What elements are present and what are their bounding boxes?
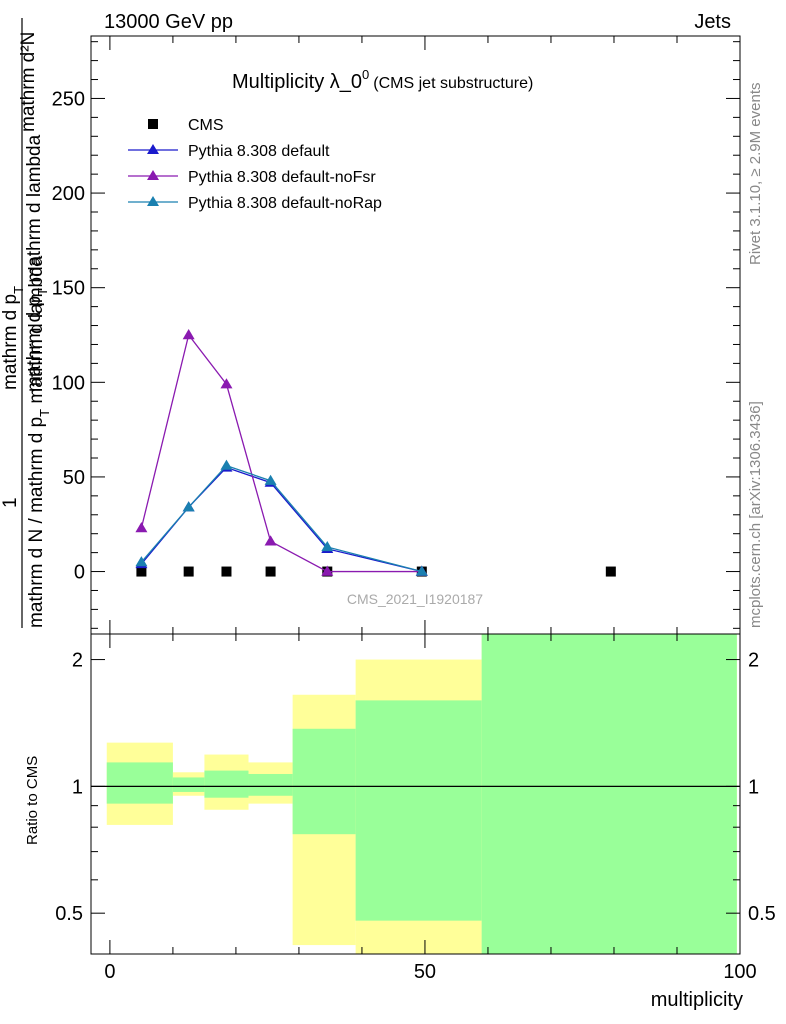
ratio-y-tick-label-right: 0.5 [748,903,776,925]
main-y-tick-label: 200 [52,183,85,205]
ratio-plot-frame [90,633,741,955]
series-2-point [220,378,233,389]
main-series-layer [135,329,616,577]
cms-data-point [221,566,232,577]
main-title-sup: 0 [362,67,369,82]
mcplots-label: mcplots.cern.ch [arXiv:1306.3436] [747,401,764,628]
x-axis-label: multiplicity [651,989,743,1011]
legend-label: Pythia 8.308 default-noFsr [188,169,376,186]
ratio-y-tick-label: 1 [72,776,83,798]
ratio-y-axis-label: Ratio to CMS [24,756,41,845]
ratio-y-tick-label: 0.5 [55,903,83,925]
main-y-tick-label: 0 [74,562,85,584]
process-label: Jets [694,11,731,33]
legend-triangle-marker [147,196,159,206]
series-3-point [220,459,233,470]
series-3-point [182,501,195,512]
main-y-axis-label: mathrm d²N mathrm d pT mathrm d lambda m… [0,32,50,392]
rivet-label: Rivet 3.1.10, ≥ 2.9M events [747,83,764,266]
ylabel-one: 1 [0,497,21,508]
ylabel-frac-den: mathrm d N / mathrm d pT mathrm d lambda [26,255,52,628]
series-2-point [182,329,195,340]
ratio-plot-panel: 0.5 0.5 1 1 2 2 0 50 100 Ratio to CMS multiplic… [24,633,776,1011]
cms-data-point [136,566,147,577]
legend-label: Pythia 8.308 default [188,143,330,160]
ylabel-numerator: mathrm d²N [18,32,39,132]
legend: CMS Pythia 8.308 default Pythia 8.308 defa… [128,117,382,212]
ratio-inner-band [106,762,173,804]
ratio-x-ticks: 0 50 100 [104,634,757,983]
ratio-inner-band [481,634,737,954]
ratio-y-ticks: 0.5 0.5 1 1 2 2 [55,650,776,955]
series-3-point [135,556,148,567]
main-title: Multiplicity λ_00 (CMS jet substructure) [232,67,533,93]
cms-data-point [605,566,616,577]
ratio-y-tick-label-right: 2 [748,650,759,672]
series-2-point [264,535,277,546]
main-y-ticks: 0 50 100 150 200 250 [52,36,741,634]
cms-data-point [183,566,194,577]
legend-label: Pythia 8.308 default-noRap [188,195,382,212]
ratio-x-tick-label: 0 [104,961,115,983]
ratio-inner-band [292,728,356,835]
ratio-y-tick-label-right: 1 [748,776,759,798]
ratio-x-tick-label: 50 [414,961,436,983]
main-title-sub: (CMS jet substructure) [373,75,533,92]
ratio-inner-band [204,770,249,798]
ratio-y-tick-label: 2 [72,650,83,672]
main-y-axis-label-outer: 1 mathrm d N / mathrm d pT mathrm d lamb… [0,18,52,628]
ylabel-denominator-mid: mathrm d pT [0,286,26,390]
series-line-2 [140,333,422,573]
series-2-point [135,522,148,533]
main-title-text: Multiplicity λ_0 [232,71,362,93]
ratio-inner-band [248,773,293,796]
ratio-x-tick-label: 100 [723,961,756,983]
main-y-tick-label: 150 [52,278,85,300]
main-y-tick-label: 250 [52,88,85,110]
legend-label: CMS [188,117,224,134]
series-line-3 [140,464,422,573]
main-y-tick-label: 100 [52,372,85,394]
energy-label: 13000 GeV pp [104,11,233,33]
series-line-1 [140,466,422,573]
cms-data-point [265,566,276,577]
ratio-bands-layer [106,634,737,954]
ylabel-numerator-den: mathrm d pT mathrm d lambda [24,134,50,392]
legend-triangle-marker [147,170,159,180]
series-3-point [264,474,277,485]
series-2-point [321,565,334,576]
watermark: CMS_2021_I1920187 [347,591,483,607]
series-3-point [321,540,334,552]
main-y-tick-label: 50 [63,467,85,489]
ratio-inner-band [355,700,482,921]
legend-triangle-marker [147,144,159,154]
legend-cms-marker [148,119,158,129]
series-3-point [415,565,428,576]
ratio-inner-band [172,777,205,792]
